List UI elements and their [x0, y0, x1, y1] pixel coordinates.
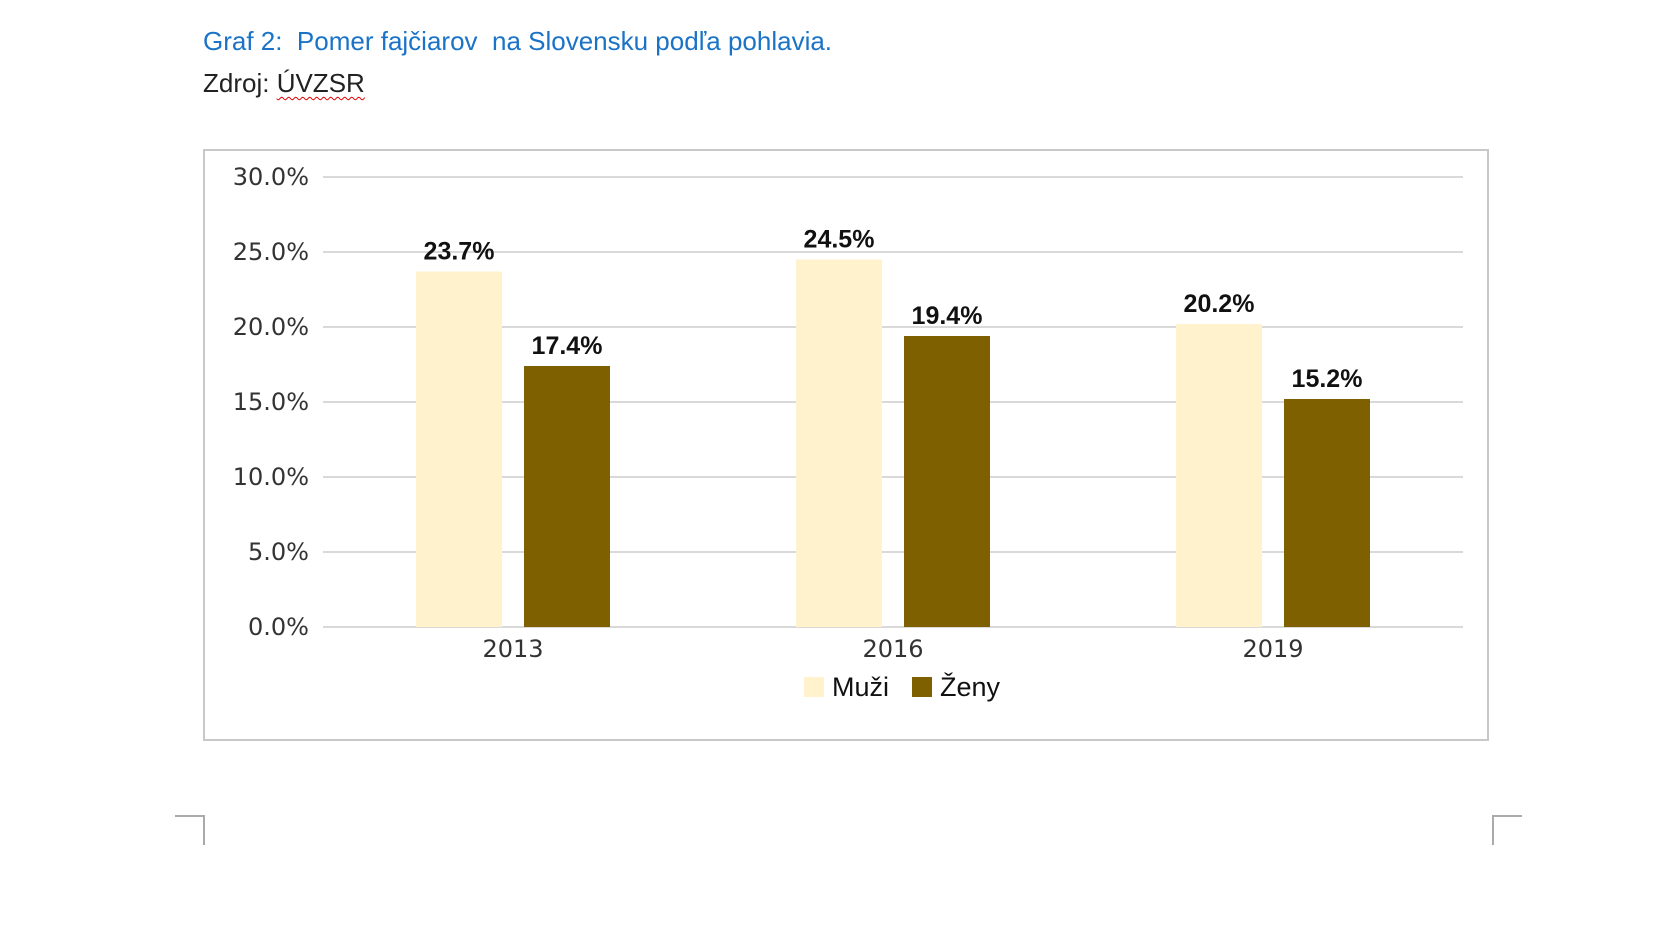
x-tick-label: 2013: [482, 635, 543, 663]
data-label: 20.2%: [1184, 290, 1255, 318]
data-label: 24.5%: [804, 226, 875, 254]
y-tick-label: 0.0%: [248, 613, 309, 641]
page-corner-mark-left: [175, 815, 205, 845]
data-label: 23.7%: [424, 238, 495, 266]
chart-caption-source: Zdroj: ÚVZSR: [203, 68, 365, 99]
legend-label: Ženy: [940, 671, 1001, 702]
chart-frame: 0.0% 5.0% 10.0% 15.0% 20.0% 25.0% 30.0% 23.7% 17…: [203, 149, 1489, 741]
y-tick-label: 15.0%: [233, 388, 309, 416]
data-label: 19.4%: [912, 302, 983, 330]
bar-muži: [796, 259, 882, 627]
data-label: 17.4%: [532, 332, 603, 360]
bar-ženy: [904, 336, 990, 627]
x-tick-label: 2019: [1242, 635, 1303, 663]
data-label: 15.2%: [1292, 365, 1363, 393]
y-tick-label: 30.0%: [233, 163, 309, 191]
page-corner-mark-right: [1492, 815, 1522, 845]
legend-label: Muži: [832, 672, 889, 702]
source-name: ÚVZSR: [276, 68, 365, 98]
x-tick-label: 2016: [862, 635, 923, 663]
y-tick-label: 20.0%: [233, 313, 309, 341]
bar-muži: [1176, 324, 1262, 627]
chart-caption-title: Graf 2: Pomer fajčiarov na Slovensku pod…: [203, 26, 833, 56]
bar-muži: [416, 271, 502, 627]
legend-swatch: [912, 677, 932, 697]
source-prefix: Zdroj:: [203, 68, 277, 98]
legend-swatch: [804, 677, 824, 697]
bar-ženy: [524, 366, 610, 627]
bar-chart: 0.0% 5.0% 10.0% 15.0% 20.0% 25.0% 30.0% 23.7% 17…: [233, 163, 1463, 702]
y-tick-label: 25.0%: [233, 238, 309, 266]
y-tick-label: 10.0%: [233, 463, 309, 491]
y-tick-label: 5.0%: [248, 538, 309, 566]
bar-ženy: [1284, 399, 1370, 627]
